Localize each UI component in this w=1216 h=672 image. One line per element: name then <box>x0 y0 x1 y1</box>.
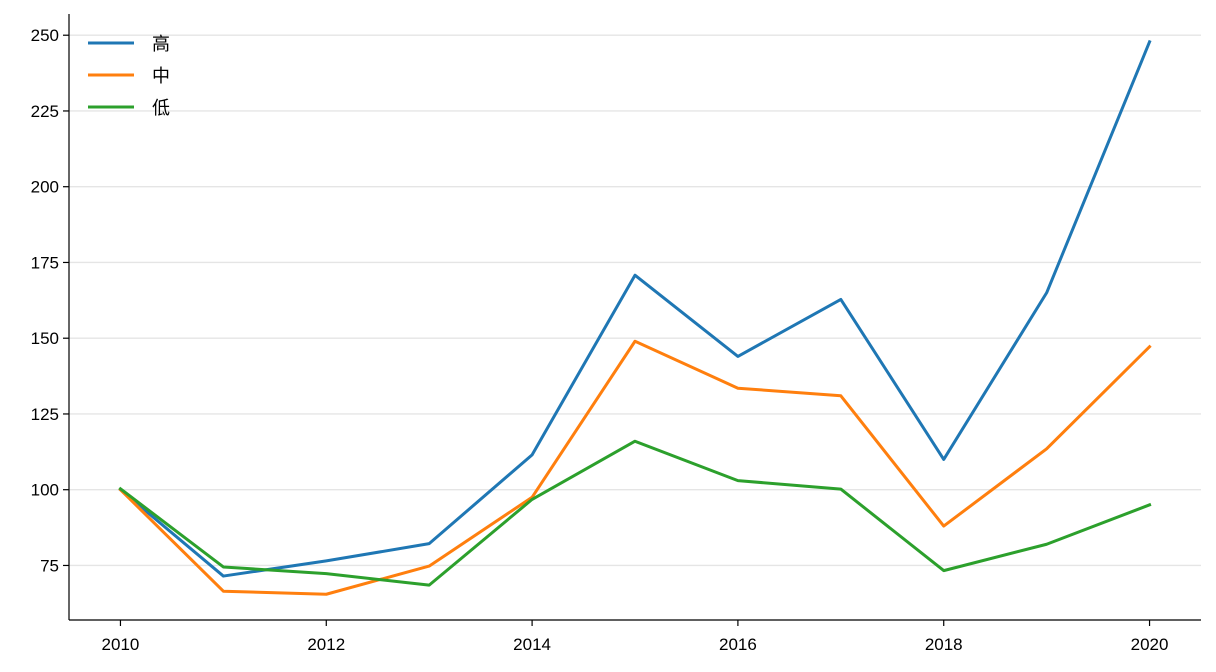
axes <box>68 14 1201 621</box>
legend-label-1: 中 <box>152 66 170 87</box>
y-tick-label: 100 <box>31 481 59 500</box>
tick-marks: 75 100 125 150 175 200 225 250 2010 2012 2014 2016 2… <box>31 26 1169 654</box>
y-tick-label: 75 <box>40 556 59 575</box>
legend-label-2: 低 <box>152 98 170 119</box>
series-line-0 <box>118 39 1152 578</box>
y-tick-label: 150 <box>31 329 59 348</box>
legend-label-0: 高 <box>152 34 170 55</box>
series-line-2 <box>118 439 1152 587</box>
x-tick-label: 2020 <box>1131 635 1169 654</box>
y-tick-label: 225 <box>31 102 59 121</box>
x-tick-label: 2012 <box>307 635 345 654</box>
series-line-1 <box>118 339 1152 596</box>
gridlines <box>69 34 1201 567</box>
y-tick-label: 200 <box>31 178 59 197</box>
x-tick-label: 2010 <box>102 635 140 654</box>
y-tick-label: 250 <box>31 26 59 45</box>
legend: 高中低 <box>88 34 170 119</box>
x-tick-label: 2016 <box>719 635 757 654</box>
y-tick-label: 175 <box>31 253 59 272</box>
series-lines <box>118 39 1152 596</box>
x-tick-label: 2018 <box>925 635 963 654</box>
y-tick-label: 125 <box>31 405 59 424</box>
x-tick-label: 2014 <box>513 635 551 654</box>
